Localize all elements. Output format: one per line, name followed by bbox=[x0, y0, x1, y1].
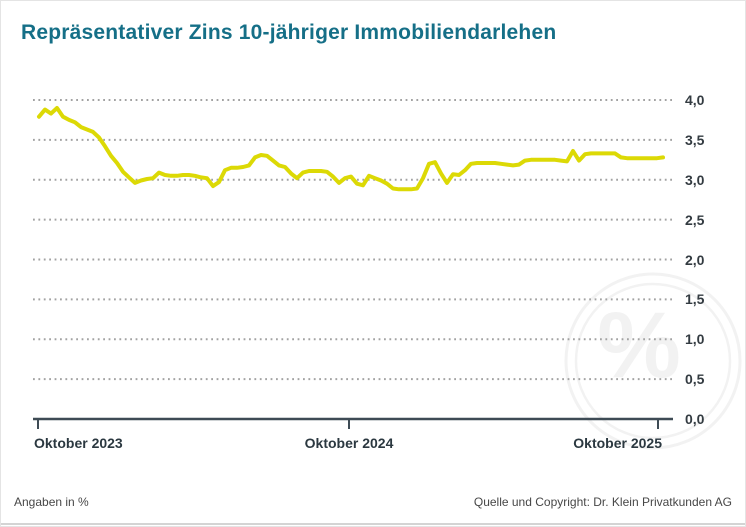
watermark-outer-ring bbox=[564, 272, 742, 450]
watermark-inner-ring bbox=[574, 282, 732, 440]
y-axis-label: 3,0 bbox=[685, 171, 705, 188]
y-axis-label: 0,5 bbox=[685, 371, 705, 388]
y-axis-label: 2,5 bbox=[685, 211, 705, 228]
bottom-divider bbox=[1, 523, 745, 525]
unit-note: Angaben in % bbox=[14, 495, 89, 509]
y-axis-label: 2,0 bbox=[685, 251, 705, 268]
x-axis-label: Oktober 2023 bbox=[34, 435, 123, 451]
y-axis-label: 3,5 bbox=[685, 131, 705, 148]
y-axis-label: 1,5 bbox=[685, 291, 705, 308]
chart-title: Repräsentativer Zins 10-jähriger Immobil… bbox=[21, 21, 557, 44]
source-copyright: Quelle und Copyright: Dr. Klein Privatku… bbox=[473, 495, 732, 509]
y-axis-label: 1,0 bbox=[685, 331, 705, 348]
rate-line-series bbox=[37, 106, 665, 192]
chart-footer: Angaben in % Quelle und Copyright: Dr. K… bbox=[14, 495, 732, 509]
y-axis-label: 0,0 bbox=[685, 411, 705, 427]
percent-watermark-icon: % bbox=[597, 293, 681, 398]
x-axis-label: Oktober 2024 bbox=[304, 435, 394, 451]
y-axis-label: 4,0 bbox=[685, 92, 705, 108]
x-axis-label: Oktober 2025 bbox=[573, 435, 662, 451]
